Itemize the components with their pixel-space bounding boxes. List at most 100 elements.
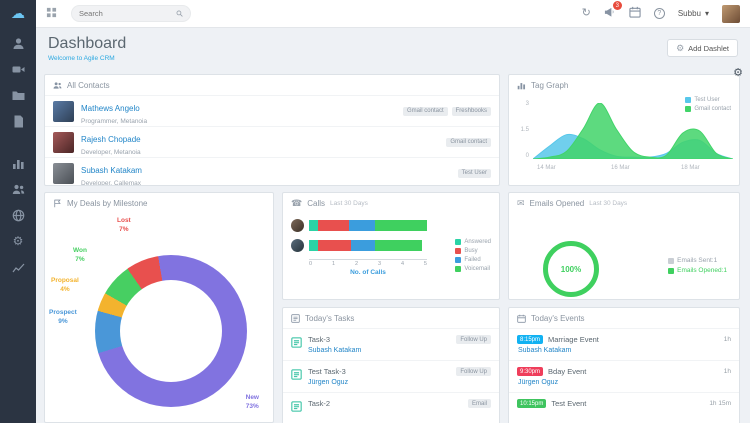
sidebar-item-groups[interactable] [0, 176, 36, 202]
tag-badge: Gmail contact [446, 137, 491, 147]
tag-graph-chart: Test User Gmail contact 3 1.5 0 14 Mar 1… [509, 95, 739, 185]
contact-tags: Gmail contact [446, 137, 491, 147]
task-row[interactable]: Task-3 Subash Katakam Follow Up [283, 328, 499, 360]
sidebar-item-notes[interactable] [0, 108, 36, 134]
task-note-icon [291, 399, 302, 417]
page-subtitle: Welcome to Agile CRM [48, 55, 115, 62]
contact-role: Developer, Callemax [81, 179, 141, 186]
gear-icon: ⚙ [676, 42, 685, 53]
area-chart-svg [533, 103, 733, 159]
chart-legend: Emails Sent:1 Emails Opened:1 [668, 257, 727, 274]
user-avatar[interactable] [722, 4, 740, 23]
dashlet-todays-tasks: Today's Tasks Task-3 Subash Katakam Foll… [282, 307, 500, 423]
event-duration: 1h [723, 336, 731, 343]
contact-row[interactable]: Rajesh Chopade Developer, Metanoia Gmail… [45, 126, 499, 157]
dashlet-header: All Contacts [45, 75, 499, 95]
refresh-icon[interactable]: ↻ [581, 7, 591, 19]
task-title: Test Task-3 [308, 367, 346, 376]
legend-swatch [455, 239, 462, 245]
event-title: Test Event [551, 399, 587, 408]
sidebar-item-web[interactable] [0, 202, 36, 228]
contact-name-link[interactable]: Mathews Angelo [81, 103, 140, 113]
user-menu[interactable]: Subbu ▾ [678, 9, 709, 18]
x-tick: 16 Mar [611, 165, 630, 171]
event-row[interactable]: 8:15pm Marriage Event 1h Subash Katakam [509, 328, 739, 360]
sidebar-item-settings[interactable]: ⚙ [0, 228, 36, 254]
sidebar-item-campaigns[interactable] [0, 56, 36, 82]
dashlet-deals-by-milestone: My Deals by Milestone Lost 7% Won 7% Propo… [44, 192, 274, 423]
emails-percent-ring: 100% [543, 241, 599, 297]
x-tick: 18 Mar [681, 165, 700, 171]
flag-icon [54, 199, 61, 207]
task-row[interactable]: Test Task-3 Jürgen Oguz Follow Up [283, 360, 499, 392]
dashlet-header: Today's Events [509, 308, 739, 328]
bar-chart-icon [517, 82, 526, 89]
contact-row[interactable]: Subash Katakam Developer, Callemax Test … [45, 157, 499, 186]
call-row [291, 219, 499, 232]
contact-tags: Test User [457, 168, 491, 178]
event-duration: 1h [723, 368, 731, 375]
add-dashlet-button[interactable]: ⚙ Add Dashlet [667, 39, 738, 57]
event-title: Bday Event [548, 367, 587, 376]
sidebar-item-documents[interactable] [0, 82, 36, 108]
task-title: Task-2 [308, 399, 331, 408]
dashlet-all-contacts: All Contacts Mathews Angelo Programmer, … [44, 74, 500, 186]
dashlet-tag-graph: Tag Graph Test User Gmail contact 3 1.5 … [508, 74, 740, 186]
search-box [71, 5, 191, 22]
notification-badge: 3 [612, 1, 622, 10]
dashlet-title: My Deals by Milestone [67, 198, 148, 208]
legend-swatch [455, 266, 462, 272]
dashlet-header: Tag Graph [509, 75, 739, 95]
deals-donut-chart: Lost 7% Won 7% Proposal 4% Prospect 9% New 73… [45, 213, 273, 422]
cloud-logo-icon[interactable]: ☁ [11, 5, 25, 21]
dashboard-settings-gear-icon[interactable]: ⚙ [733, 67, 743, 79]
sidebar-item-analytics[interactable] [0, 254, 36, 280]
x-tick: 14 Mar [537, 165, 556, 171]
sidebar-item-contacts[interactable] [0, 30, 36, 56]
contact-name-link[interactable]: Rajesh Chopade [81, 134, 141, 144]
avatar [291, 239, 304, 252]
task-type-badge: Follow Up [456, 335, 491, 344]
task-owner-link[interactable]: Subash Katakam [308, 347, 362, 354]
avatar [53, 131, 74, 153]
event-title: Marriage Event [548, 335, 599, 344]
sidebar-item-reports[interactable] [0, 150, 36, 176]
line-chart-icon [12, 263, 24, 272]
event-owner-link[interactable]: Jürgen Oguz [518, 379, 559, 386]
task-row[interactable]: Task-2 Email [283, 392, 499, 423]
chart-legend: Answered Busy Failed Voicemail [455, 239, 491, 272]
tag-badge: Freshbooks [451, 106, 491, 116]
apps-grid-icon[interactable] [46, 5, 57, 23]
search-icon [176, 10, 183, 17]
dashlet-emails-opened: ✉ Emails Opened Last 30 Days 100% Emails… [508, 192, 740, 300]
digest-calendar-icon[interactable] [629, 6, 641, 21]
dashlet-title: Today's Tasks [305, 313, 355, 323]
dashlet-header: My Deals by Milestone [45, 193, 273, 213]
event-row[interactable]: 9:30pm Bday Event 1h Jürgen Oguz [509, 360, 739, 392]
event-row[interactable]: 10:15pm Test Event 1h 15m [509, 392, 739, 417]
task-note-icon [291, 335, 302, 353]
task-owner-link[interactable]: Jürgen Oguz [308, 379, 349, 386]
dashlet-todays-events: Today's Events 8:15pm Marriage Event 1h … [508, 307, 740, 423]
folder-icon [12, 91, 24, 100]
help-icon[interactable]: ? [653, 8, 665, 19]
call-row [291, 239, 499, 252]
announcements-icon[interactable]: 3 [604, 1, 622, 21]
users-icon [12, 184, 24, 194]
page-title: Dashboard [48, 35, 127, 52]
donut-chart [95, 255, 247, 407]
contact-role: Programmer, Metanoia [81, 117, 148, 125]
file-icon [14, 115, 23, 127]
dashlet-subtitle: Last 30 Days [330, 199, 368, 207]
contact-row[interactable]: Mathews Angelo Programmer, Metanoia Gmai… [45, 95, 499, 126]
gear-icon: ⚙ [12, 234, 24, 248]
search-input[interactable] [79, 9, 176, 18]
task-type-badge: Email [467, 399, 491, 408]
dashlet-title: Emails Opened [529, 198, 585, 208]
avatar [53, 100, 74, 122]
event-owner-link[interactable]: Subash Katakam [518, 347, 572, 354]
contact-name-link[interactable]: Subash Katakam [81, 165, 142, 175]
chevron-down-icon: ▾ [704, 9, 709, 18]
